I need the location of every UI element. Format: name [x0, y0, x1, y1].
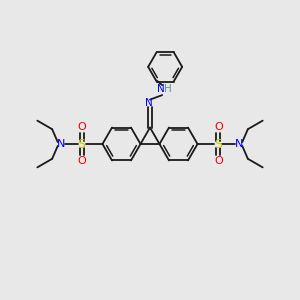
Text: S: S [214, 137, 222, 151]
Text: O: O [214, 122, 223, 133]
Text: N: N [157, 84, 165, 94]
Text: O: O [77, 122, 86, 133]
Text: H: H [164, 84, 172, 94]
Text: O: O [77, 155, 86, 166]
Text: S: S [78, 137, 86, 151]
Text: O: O [214, 155, 223, 166]
Text: N: N [145, 98, 153, 108]
Text: N: N [235, 139, 244, 149]
Text: N: N [56, 139, 65, 149]
